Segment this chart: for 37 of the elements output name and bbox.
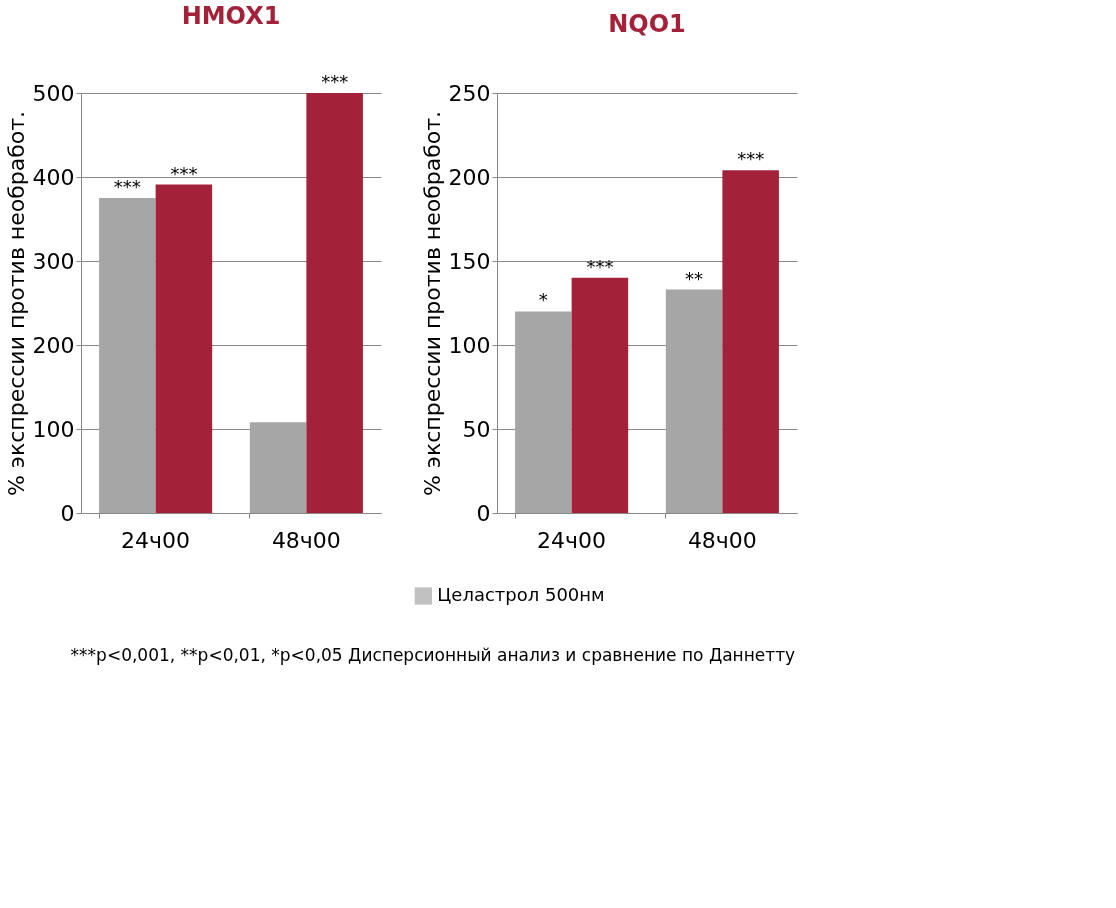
- y-tick-label: 50: [462, 416, 491, 442]
- data-label: ***: [321, 71, 349, 92]
- bar: [155, 184, 213, 513]
- y-tick-label: 150: [448, 248, 491, 274]
- bar: [249, 422, 307, 513]
- bar: [515, 311, 572, 513]
- y-tick-label: 400: [32, 164, 75, 190]
- y-tick-label: 0: [476, 500, 491, 526]
- data-label: ***: [170, 162, 198, 184]
- chart-title: NQO1: [608, 10, 686, 38]
- data-label: ***: [586, 255, 614, 277]
- data-label: ***: [737, 148, 765, 170]
- data-label: *: [538, 289, 548, 311]
- y-tick-label: 200: [32, 332, 75, 358]
- y-tick-label: 300: [32, 248, 75, 274]
- bar: [571, 277, 629, 513]
- x-tick-label: 24ч00: [537, 527, 607, 553]
- bar: [722, 170, 779, 513]
- y-tick-label: 200: [448, 164, 491, 190]
- legend-label: Целастрол 500нм: [437, 584, 605, 605]
- bar: [99, 198, 156, 513]
- x-tick-label: 48ч00: [687, 527, 757, 553]
- y-tick-label: 100: [32, 416, 75, 442]
- data-label: **: [685, 267, 704, 289]
- y-tick-label: 100: [448, 332, 491, 358]
- y-tick-label: 500: [32, 80, 75, 106]
- x-tick-label: 24ч00: [121, 527, 191, 553]
- bar: [306, 93, 363, 513]
- chart-title: HMOX1: [181, 2, 281, 30]
- y-axis-title: % экспрессии против необработ.: [3, 110, 29, 497]
- y-tick-label: 0: [60, 500, 75, 526]
- y-tick-label: 250: [448, 80, 491, 106]
- y-axis-title: % экспрессии против необработ.: [419, 110, 445, 497]
- data-label: ***: [113, 176, 141, 197]
- x-tick-label: 48ч00: [271, 527, 341, 553]
- text: ***p<0,001, **p<0,01, *p<0,05 Дисперсионный анализ и сравнение по Даннетту: [70, 645, 796, 665]
- bar: [665, 289, 723, 513]
